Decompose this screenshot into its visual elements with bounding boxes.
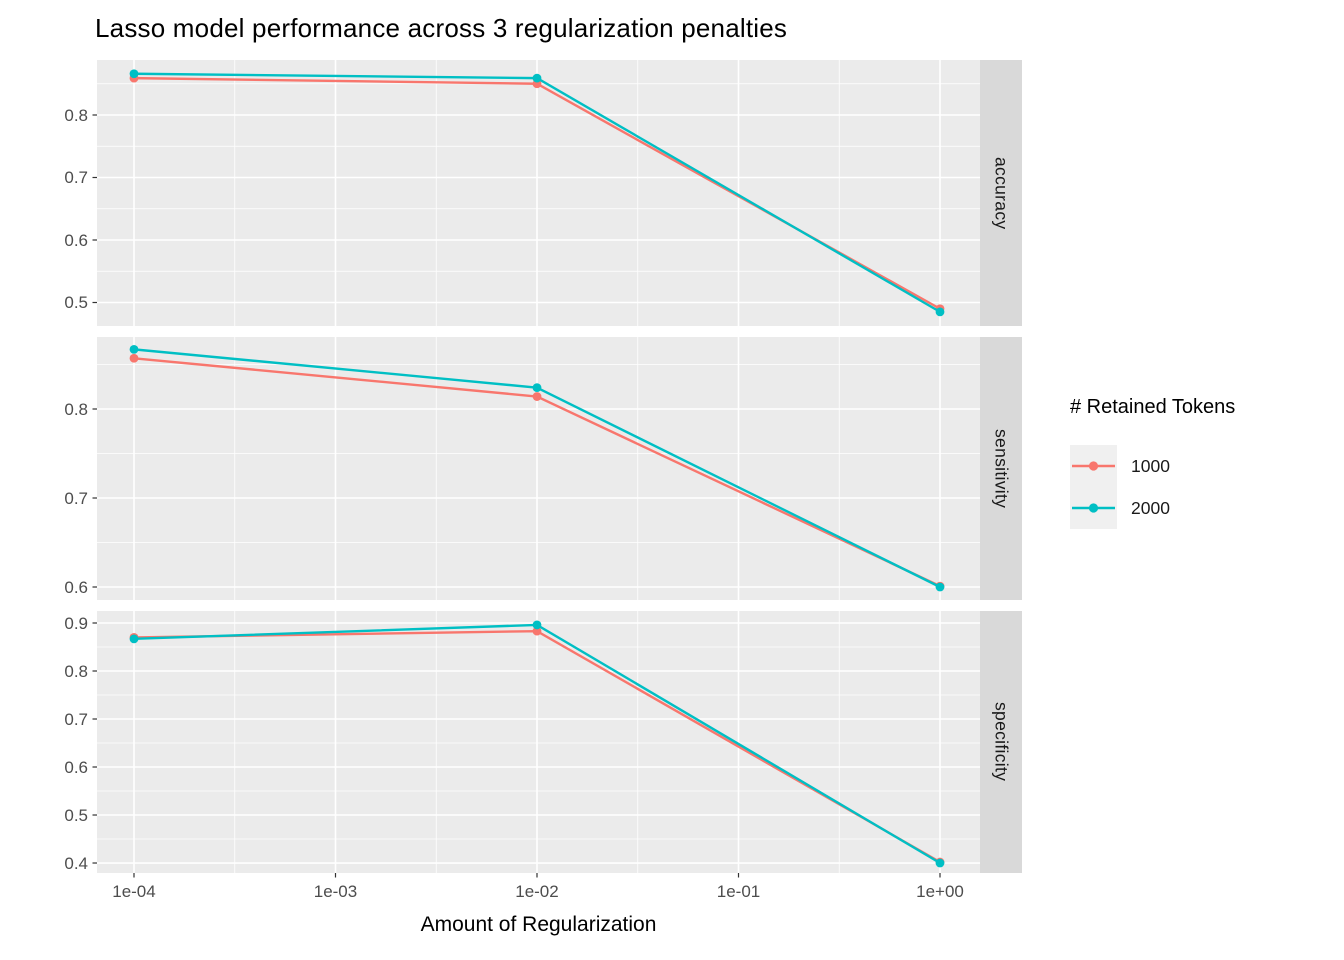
data-point-2000 bbox=[532, 383, 542, 393]
legend-label-2000: 2000 bbox=[1131, 497, 1170, 518]
y-tick-label: 0.8 bbox=[64, 399, 88, 419]
y-tick-label: 0.6 bbox=[64, 577, 88, 597]
facet-strip-label: accuracy bbox=[991, 156, 1012, 230]
y-tick-label: 0.7 bbox=[64, 488, 88, 508]
facet-strip-sensitivity: sensitivity bbox=[980, 337, 1022, 600]
legend-key-glyph-teal bbox=[1072, 503, 1115, 513]
facet-strip-label: specificity bbox=[991, 702, 1012, 782]
facet-strip-specificity: specificity bbox=[980, 611, 1022, 873]
y-tick-label: 0.7 bbox=[64, 168, 88, 187]
data-point-2000 bbox=[532, 620, 542, 630]
y-tick-label: 0.5 bbox=[64, 293, 88, 312]
data-point-2000 bbox=[532, 73, 542, 83]
legend: # Retained Tokens 1000 2000 bbox=[1063, 396, 1338, 529]
legend-key-2000 bbox=[1070, 487, 1117, 529]
legend-title: # Retained Tokens bbox=[1070, 396, 1236, 418]
y-tick-label: 0.6 bbox=[64, 757, 88, 777]
data-point-1000 bbox=[532, 392, 542, 401]
panel-accuracy bbox=[97, 60, 980, 326]
legend-label-1000: 1000 bbox=[1131, 455, 1170, 476]
y-tick-label: 0.5 bbox=[64, 805, 88, 825]
panel-specificity bbox=[97, 611, 980, 873]
x-tick-label: 1e-01 bbox=[716, 882, 761, 901]
legend-key-1000 bbox=[1070, 445, 1117, 487]
legend-key-glyph-red bbox=[1072, 461, 1115, 471]
data-point-2000 bbox=[129, 634, 139, 644]
chart-title: Lasso model performance across 3 regular… bbox=[95, 13, 788, 43]
panel-sensitivity bbox=[97, 337, 980, 600]
y-tick-label: 0.4 bbox=[64, 853, 88, 873]
x-tick-label: 1e-04 bbox=[112, 882, 156, 901]
y-tick-label: 0.9 bbox=[64, 613, 88, 633]
data-point-2000 bbox=[129, 344, 139, 354]
data-point-1000 bbox=[129, 353, 139, 363]
y-tick-label: 0.8 bbox=[64, 661, 88, 681]
y-tick-label: 0.8 bbox=[64, 105, 88, 125]
legend-item-1000: 1000 bbox=[1070, 445, 1338, 487]
x-tick-label: 1e-02 bbox=[515, 882, 559, 901]
facet-strip-label: sensitivity bbox=[991, 428, 1012, 509]
x-tick-label: 1e-03 bbox=[313, 882, 358, 901]
data-point-1000 bbox=[532, 626, 542, 636]
data-point-2000 bbox=[935, 307, 945, 317]
facet-strip-accuracy: accuracy bbox=[980, 60, 1022, 326]
y-tick-label: 0.7 bbox=[64, 709, 88, 729]
y-tick-label: 0.6 bbox=[64, 230, 88, 250]
x-axis-title: Amount of Regularization bbox=[420, 913, 657, 936]
legend-item-2000: 2000 bbox=[1070, 487, 1338, 529]
data-point-2000 bbox=[935, 582, 945, 592]
data-point-2000 bbox=[935, 858, 945, 868]
data-point-2000 bbox=[129, 69, 139, 79]
x-tick-label: 1e+00 bbox=[916, 882, 964, 901]
